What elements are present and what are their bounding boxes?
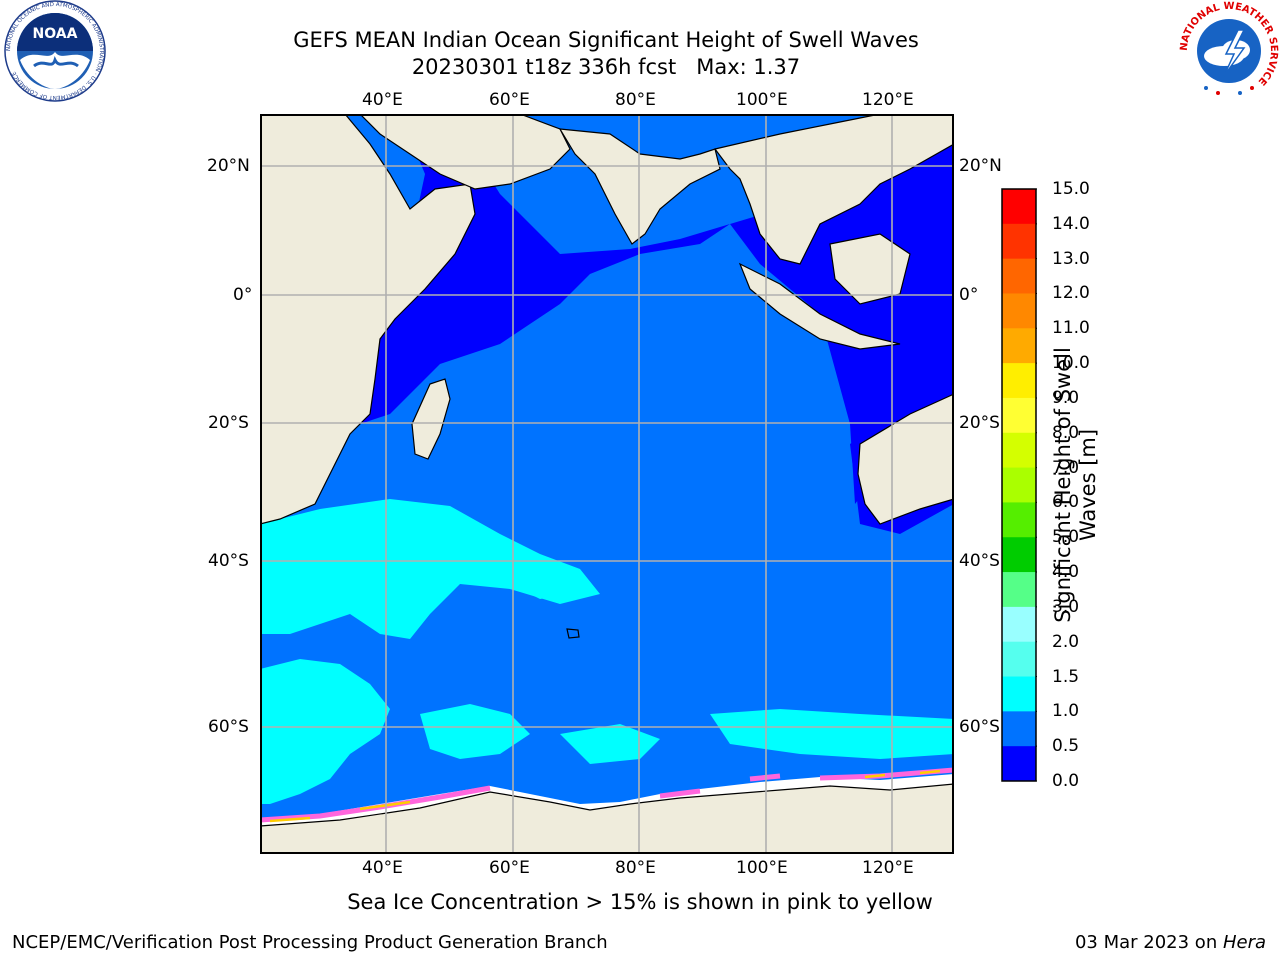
colorbar-band xyxy=(1002,606,1036,643)
colorbar-band xyxy=(1002,363,1036,399)
lat-tick-right-20s: 20°S xyxy=(959,413,1000,433)
colorbar-band xyxy=(1002,258,1036,294)
colorbar-band xyxy=(1002,502,1036,538)
colorbar-tick-label: 2.0 xyxy=(1052,631,1080,652)
footer-date: 03 Mar 2023 on Hera xyxy=(1075,932,1266,954)
colorbar-band xyxy=(1002,189,1036,225)
lat-tick-left-0: 0° xyxy=(233,285,253,305)
sea-ice-note-text: Sea Ice Concentration > 15% is shown in … xyxy=(347,890,933,914)
footer-host: Hera xyxy=(1222,932,1266,953)
sea-ice-edge-high xyxy=(269,769,941,823)
colorbar-band xyxy=(1002,397,1036,434)
lon-tick-bottom-60e: 60°E xyxy=(489,858,530,878)
southeast-asia xyxy=(713,114,954,265)
colorbar-band xyxy=(1002,676,1036,712)
lon-tick-top-100e: 100°E xyxy=(736,90,788,110)
lat-tick-left-60s: 60°S xyxy=(208,717,249,737)
colorbar-tick-label: 9.0 xyxy=(1052,387,1080,408)
colorbar-band xyxy=(1002,711,1036,747)
colorbar-tick-label: 4.0 xyxy=(1052,562,1080,583)
colorbar-tick-label: 10.0 xyxy=(1052,353,1090,374)
lon-tick-bottom-100e: 100°E xyxy=(736,858,788,878)
chart-title: GEFS MEAN Indian Ocean Significant Heigh… xyxy=(293,28,919,52)
nws-logo: NATIONAL WEATHER SERVICE xyxy=(1179,1,1279,100)
map-frame xyxy=(260,114,954,854)
africa xyxy=(260,114,476,525)
lat-tick-right-0: 0° xyxy=(959,285,979,305)
lon-tick-top-120e: 120°E xyxy=(862,90,914,110)
colorbar-tick-label: 3.0 xyxy=(1052,596,1080,617)
colorbar-band xyxy=(1002,467,1036,503)
colorbar xyxy=(1001,188,1037,782)
colorbar-tick-label: 0.0 xyxy=(1052,771,1080,791)
lat-tick-left-20n: 20°N xyxy=(207,156,250,176)
india xyxy=(558,128,721,245)
lon-tick-top-60e: 60°E xyxy=(489,90,530,110)
lon-tick-bottom-40e: 40°E xyxy=(362,858,403,878)
antarctica xyxy=(260,783,954,854)
colorbar-tick-label: 1.5 xyxy=(1052,666,1080,687)
lat-tick-left-40s: 40°S xyxy=(208,551,249,571)
graticule xyxy=(260,114,954,854)
lat-tick-right-20n: 20°N xyxy=(959,156,1002,176)
colorbar-tick-label: 0.5 xyxy=(1052,736,1080,757)
footer-date-text: 03 Mar 2023 on xyxy=(1074,932,1223,953)
colorbar-tick-label: 7.0 xyxy=(1052,457,1080,478)
kerguelen-island xyxy=(566,628,580,639)
sea-ice-note: Sea Ice Concentration > 15% is shown in … xyxy=(0,890,1280,914)
lat-tick-right-40s: 40°S xyxy=(959,551,1000,571)
borneo xyxy=(829,233,911,305)
colorbar-band xyxy=(1002,293,1036,329)
colorbar-band xyxy=(1002,223,1036,260)
colorbar-band xyxy=(1002,641,1036,678)
swell-height-map xyxy=(260,114,954,854)
colorbar-title-line2: Waves [m] xyxy=(1076,428,1100,542)
colorbar-tick-label: 14.0 xyxy=(1052,213,1090,234)
noaa-logo-text: NOAA xyxy=(33,26,78,42)
colorbar-tick-label: 15.0 xyxy=(1052,179,1090,199)
footer-credit: NCEP/EMC/Verification Post Processing Pr… xyxy=(12,932,608,953)
chart-subtitle-run: 20230301 t18z 336h fcst Max: 1.37 xyxy=(411,55,801,79)
lon-tick-top-40e: 40°E xyxy=(362,90,403,110)
lon-tick-bottom-80e: 80°E xyxy=(615,858,656,878)
colorbar-band xyxy=(1002,572,1036,608)
moderate-swell-zones xyxy=(260,499,954,804)
lon-tick-bottom-120e: 120°E xyxy=(862,858,914,878)
colorbar-band xyxy=(1002,432,1036,469)
colorbar-tick-label: 8.0 xyxy=(1052,422,1080,443)
colorbar-band xyxy=(1002,537,1036,573)
madagascar xyxy=(411,378,451,460)
colorbar-tick-label: 1.0 xyxy=(1052,701,1080,722)
colorbar-tick-label: 6.0 xyxy=(1052,492,1080,513)
colorbar-tick-label: 12.0 xyxy=(1052,283,1090,304)
lon-tick-top-80e: 80°E xyxy=(615,90,656,110)
colorbar-tick-label: 13.0 xyxy=(1052,248,1090,269)
colorbar-tick-label: 5.0 xyxy=(1052,527,1080,548)
lat-tick-left-20s: 20°S xyxy=(208,413,249,433)
colorbar-tick-label: 11.0 xyxy=(1052,318,1090,339)
sumatra-java xyxy=(738,262,901,350)
colorbar-title-line1: Significant Height of Swell xyxy=(1051,347,1075,623)
lat-tick-right-60s: 60°S xyxy=(959,717,1000,737)
australia xyxy=(857,393,954,525)
colorbar-band xyxy=(1002,746,1036,782)
colorbar-band xyxy=(1002,328,1036,364)
arabia xyxy=(359,114,571,190)
noaa-logo: NATIONAL OCEANIC AND ATMOSPHERIC ADMINIS… xyxy=(4,0,106,102)
